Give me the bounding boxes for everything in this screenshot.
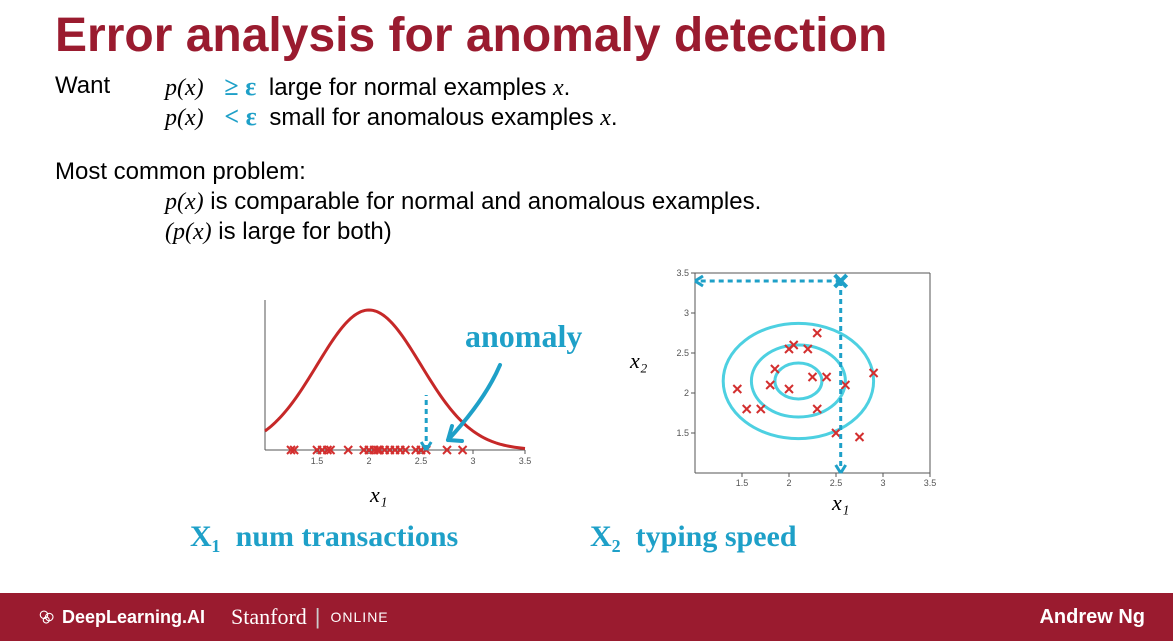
svg-text:2: 2: [366, 456, 371, 466]
svg-text:3.5: 3.5: [924, 478, 937, 488]
svg-text:2.5: 2.5: [676, 348, 689, 358]
right-chart-svg: 1.5 2 2.5 3 3.5 1.5 2 2.5 3 3.5: [665, 258, 945, 488]
slide-title: Error analysis for anomaly detection: [55, 8, 887, 63]
px-2: p(x): [165, 105, 204, 131]
svg-text:2.5: 2.5: [830, 478, 843, 488]
brand1-text: DeepLearning.AI: [62, 607, 205, 628]
svg-text:3: 3: [880, 478, 885, 488]
svg-text:1.5: 1.5: [736, 478, 749, 488]
svg-text:2: 2: [786, 478, 791, 488]
footer: DeepLearning.AI Stanford | ONLINE Andrew…: [0, 593, 1173, 641]
svg-text:3.5: 3.5: [519, 456, 532, 466]
want-label: Want: [55, 72, 110, 100]
line2-rest: small for anomalous examples: [269, 104, 600, 131]
line1-x: x: [553, 75, 564, 101]
problem-px-1: p(x): [165, 189, 204, 215]
line2-x: x: [600, 105, 611, 131]
brand2-sub: ONLINE: [331, 609, 389, 625]
right-y-axis-label: x₂: [630, 348, 647, 374]
footer-author: Andrew Ng: [1039, 606, 1145, 629]
x1-var: X₁: [190, 520, 221, 553]
svg-text:1.5: 1.5: [311, 456, 324, 466]
brand2-text: Stanford: [231, 604, 307, 630]
right-chart: 1.5 2 2.5 3 3.5 1.5 2 2.5 3 3.5: [665, 258, 945, 488]
geq-epsilon: ≥ ε: [224, 72, 256, 101]
anomaly-arrow: [430, 350, 520, 460]
svg-text:1.5: 1.5: [676, 428, 689, 438]
brand-stanford: Stanford | ONLINE: [231, 604, 389, 630]
svg-text:2.5: 2.5: [415, 456, 428, 466]
problem-rest-2: is large for both): [212, 218, 392, 245]
line1-dot: .: [564, 74, 571, 101]
brain-icon: [38, 608, 56, 626]
svg-text:3: 3: [684, 308, 689, 318]
problem-heading: Most common problem:: [55, 158, 306, 186]
brand-deeplearning: DeepLearning.AI: [38, 607, 205, 628]
line2-dot: .: [611, 104, 618, 131]
problem-rest-1: is comparable for normal and anomalous e…: [204, 188, 762, 215]
want-line-2: p(x) < ε small for anomalous examples x.: [165, 102, 618, 132]
feature-x2: X₂ typing speed: [590, 520, 797, 554]
left-x-axis-label: x₁: [370, 482, 387, 508]
px-1: p(x): [165, 75, 204, 101]
svg-text:2: 2: [684, 388, 689, 398]
problem-line-2: (p(x) is large for both): [165, 218, 392, 246]
x2-var: X₂: [590, 520, 621, 553]
lt-epsilon: < ε: [224, 102, 256, 131]
x2-desc: typing speed: [636, 520, 797, 553]
right-x-axis-label: x₁: [832, 490, 849, 516]
x1-desc: num transactions: [236, 520, 459, 553]
problem-px-2: (p(x): [165, 219, 212, 245]
svg-text:3.5: 3.5: [676, 268, 689, 278]
slide: Error analysis for anomaly detection Wan…: [0, 0, 1173, 641]
problem-line-1: p(x) is comparable for normal and anomal…: [165, 188, 761, 216]
want-line-1: p(x) ≥ ε large for normal examples x.: [165, 72, 570, 102]
line1-rest: large for normal examples: [269, 74, 553, 101]
feature-x1: X₁ num transactions: [190, 520, 458, 554]
